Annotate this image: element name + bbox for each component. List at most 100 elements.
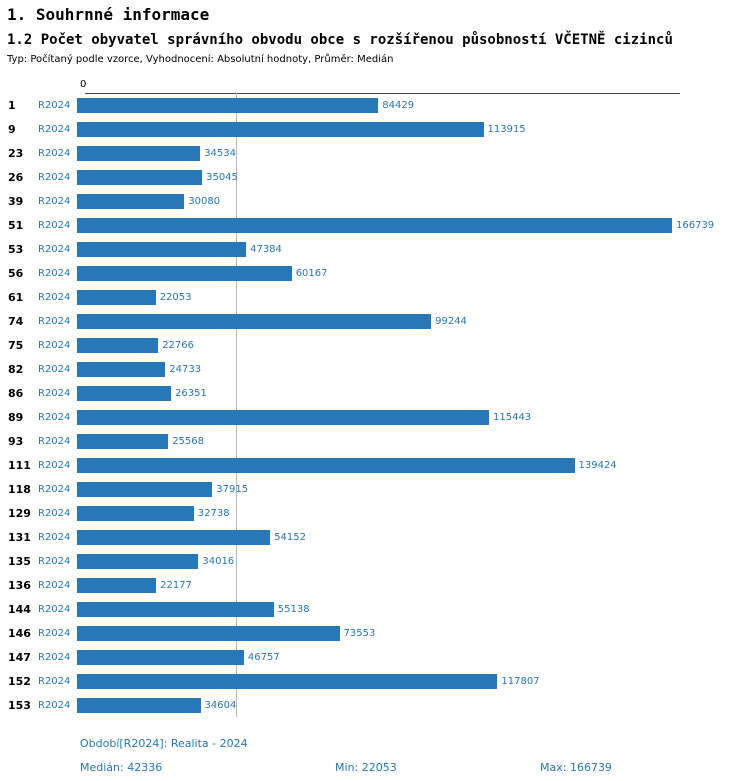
chart-row: 153 R2024 34604 (0, 693, 750, 717)
chart-row: 136 R2024 22177 (0, 573, 750, 597)
value-label: 22766 (162, 339, 194, 351)
series-label: R2024 (38, 171, 71, 183)
value-label: 24733 (169, 363, 202, 375)
chart-row: 75 R2024 22766 (0, 333, 750, 357)
median-stat: Medián: 42336 (80, 761, 163, 774)
bar (77, 505, 194, 521)
bar (77, 313, 432, 329)
chart-row: 152 R2024 117807 (0, 669, 750, 693)
chart-row: 135 R2024 34016 (0, 549, 750, 573)
value-label: 166739 (676, 219, 715, 231)
bar (77, 193, 185, 209)
chart-row: 9 R2024 113915 (0, 117, 750, 141)
series-label: R2024 (38, 651, 71, 663)
bar-track: 34016 (77, 549, 750, 573)
series-label: R2024 (38, 507, 71, 519)
bar-track: 24733 (77, 357, 750, 381)
chart-row: 89 R2024 115443 (0, 405, 750, 429)
value-label: 55138 (277, 603, 310, 615)
value-label: 47384 (250, 243, 282, 255)
series-label: R2024 (38, 627, 71, 639)
value-label: 99244 (435, 315, 467, 327)
value-label: 73553 (343, 627, 376, 639)
value-label: 35045 (206, 171, 238, 183)
category-label: 144 (8, 602, 31, 616)
bar (77, 241, 247, 257)
category-label: 9 (8, 122, 16, 136)
chart-row: 56 R2024 60167 (0, 261, 750, 285)
bar (77, 337, 159, 353)
series-label: R2024 (38, 195, 71, 207)
bar (77, 577, 157, 593)
bar (77, 433, 169, 449)
bar-track: 55138 (77, 597, 750, 621)
series-label: R2024 (38, 675, 71, 687)
chart-row: 61 R2024 22053 (0, 285, 750, 309)
value-label: 84429 (382, 99, 415, 111)
category-label: 89 (8, 410, 24, 424)
category-label: 51 (8, 218, 24, 232)
category-label: 56 (8, 266, 24, 280)
chart-row: 39 R2024 30080 (0, 189, 750, 213)
series-label: R2024 (38, 579, 71, 591)
page-title: 1. Souhrnné informace (7, 5, 210, 24)
series-label: R2024 (38, 555, 71, 567)
value-label: 32738 (197, 507, 230, 519)
median-gridline (236, 93, 238, 717)
min-stat: Min: 22053 (335, 761, 397, 774)
bar-track: 35045 (77, 165, 750, 189)
bar (77, 697, 201, 713)
bar-track: 32738 (77, 501, 750, 525)
category-label: 86 (8, 386, 24, 400)
category-label: 23 (8, 146, 24, 160)
bar-track: 37915 (77, 477, 750, 501)
bar-track: 54152 (77, 525, 750, 549)
bar (77, 481, 213, 497)
series-label: R2024 (38, 243, 71, 255)
bar-track: 113915 (77, 117, 750, 141)
chart-row: 144 R2024 55138 (0, 597, 750, 621)
series-label: R2024 (38, 459, 71, 471)
value-label: 37915 (216, 483, 249, 495)
bar (77, 457, 575, 473)
bar-track: 34604 (77, 693, 750, 717)
series-label: R2024 (38, 147, 71, 159)
series-label: R2024 (38, 483, 71, 495)
bar (77, 409, 489, 425)
bar-track: 25568 (77, 429, 750, 453)
category-label: 152 (8, 674, 31, 688)
category-label: 61 (8, 290, 24, 304)
bar-track: 34534 (77, 141, 750, 165)
chart-row: 26 R2024 35045 (0, 165, 750, 189)
series-label: R2024 (38, 219, 71, 231)
category-label: 129 (8, 506, 31, 520)
chart-subtitle: 1.2 Počet obyvatel správního obvodu obce… (7, 32, 673, 48)
chart-meta-line: Typ: Počítaný podle vzorce, Vyhodnocení:… (7, 54, 394, 65)
bar-track: 84429 (77, 93, 750, 117)
category-label: 136 (8, 578, 31, 592)
axis-zero-label: 0 (80, 79, 87, 90)
chart-row: 1 R2024 84429 (0, 93, 750, 117)
bar-track: 47384 (77, 237, 750, 261)
series-label: R2024 (38, 339, 71, 351)
bar-chart: 0 1 R2024 84429 9 R2024 113915 23 R2024 34534 26 R… (0, 77, 750, 719)
category-label: 39 (8, 194, 24, 208)
series-label: R2024 (38, 99, 71, 111)
chart-row: 51 R2024 166739 (0, 213, 750, 237)
bar-track: 26351 (77, 381, 750, 405)
value-label: 115443 (493, 411, 532, 423)
series-label: R2024 (38, 387, 71, 399)
value-label: 34016 (202, 555, 235, 567)
bar (77, 145, 201, 161)
category-label: 82 (8, 362, 24, 376)
chart-row: 74 R2024 99244 (0, 309, 750, 333)
bar (77, 169, 203, 185)
category-label: 93 (8, 434, 24, 448)
bar (77, 121, 484, 137)
value-label: 139424 (578, 459, 617, 471)
bar (77, 673, 498, 689)
bar (77, 385, 171, 401)
bar-track: 166739 (77, 213, 750, 237)
chart-row: 86 R2024 26351 (0, 381, 750, 405)
chart-row: 131 R2024 54152 (0, 525, 750, 549)
